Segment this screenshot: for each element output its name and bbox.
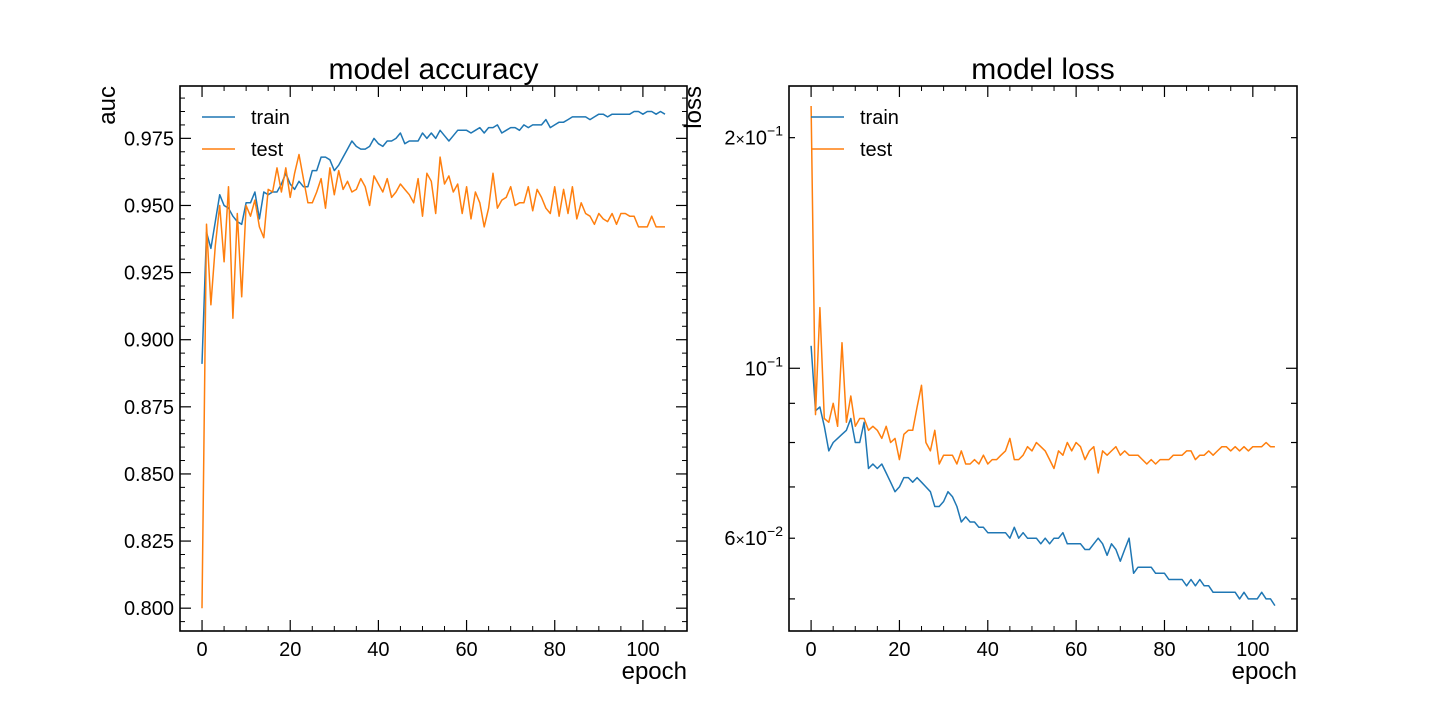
series-line-test xyxy=(810,105,1275,474)
legend-item-train: train xyxy=(202,107,290,129)
x-tick-label: 60 xyxy=(455,639,477,661)
y-axis-label: loss xyxy=(680,86,707,129)
legend-item-test: test xyxy=(811,139,893,161)
y-axis: 0.800 0.825 0.850 0.875 0.900 0.925 0.950 0.975 xyxy=(124,97,687,623)
y-tick-base: 10 xyxy=(745,128,767,150)
x-tick-label: 40 xyxy=(367,639,389,661)
y-tick-exponent: −1 xyxy=(767,353,783,369)
y-tick-times: × xyxy=(735,132,744,149)
y-tick-label: 0.875 xyxy=(124,397,174,419)
y-tick-label: 0.850 xyxy=(124,464,174,486)
series-lines xyxy=(810,105,1276,607)
y-tick-label: 0.950 xyxy=(124,195,174,217)
legend: train test xyxy=(202,107,290,161)
legend-item-train: train xyxy=(811,107,899,129)
x-tick-label: 100 xyxy=(1236,639,1269,661)
x-tick-label: 40 xyxy=(977,639,999,661)
y-tick-label: 0.825 xyxy=(124,531,174,553)
plot-frame xyxy=(788,85,1298,632)
y-tick-base: 10 xyxy=(745,528,767,550)
x-tick-label: 20 xyxy=(888,639,910,661)
y-tick-times: × xyxy=(735,532,744,549)
x-tick-label: 80 xyxy=(544,639,566,661)
y-tick-label: 0.975 xyxy=(124,128,174,150)
x-tick-label: 0 xyxy=(196,639,207,661)
y-tick-label: 0.800 xyxy=(124,598,174,620)
x-axis-label: epoch xyxy=(1232,658,1297,685)
y-tick-base: 10 xyxy=(745,358,767,380)
y-tick-label: 0.925 xyxy=(124,263,174,285)
x-tick-label: 20 xyxy=(279,639,301,661)
x-axis: 0 20 40 60 80 100 xyxy=(788,86,1298,661)
x-tick-label: 60 xyxy=(1065,639,1087,661)
y-tick-exponent: −2 xyxy=(767,523,783,539)
x-axis: 0 20 40 60 80 100 xyxy=(179,86,688,661)
y-tick-label: 6×10−2 xyxy=(724,523,783,550)
y-tick-label: 2×10−1 xyxy=(724,123,783,150)
series-line-train xyxy=(201,110,666,364)
chart-title: model loss xyxy=(971,53,1114,86)
y-tick-mantissa: 6 xyxy=(724,528,735,550)
plot-frame xyxy=(179,85,688,632)
y-tick-label: 0.900 xyxy=(124,330,174,352)
legend-label: test xyxy=(860,139,893,161)
y-tick-exponent: −1 xyxy=(767,123,783,139)
x-tick-label: 0 xyxy=(806,639,817,661)
y-axis: 2×10−110−16×10−2 xyxy=(724,123,1297,600)
legend-label: train xyxy=(251,107,290,129)
legend-item-test: test xyxy=(202,139,284,161)
x-axis-label: epoch xyxy=(622,658,687,685)
x-tick-label: 100 xyxy=(626,639,659,661)
series-line-test xyxy=(201,153,665,609)
series-lines xyxy=(201,110,666,609)
chart-title: model accuracy xyxy=(328,53,538,86)
y-tick-label: 10−1 xyxy=(745,353,783,380)
legend: train test xyxy=(811,107,899,161)
y-tick-mantissa: 2 xyxy=(724,128,735,150)
legend-label: test xyxy=(251,139,284,161)
series-line-train xyxy=(810,345,1276,607)
legend-label: train xyxy=(860,107,899,129)
x-tick-label: 80 xyxy=(1153,639,1175,661)
y-axis-label: auc xyxy=(94,86,121,125)
